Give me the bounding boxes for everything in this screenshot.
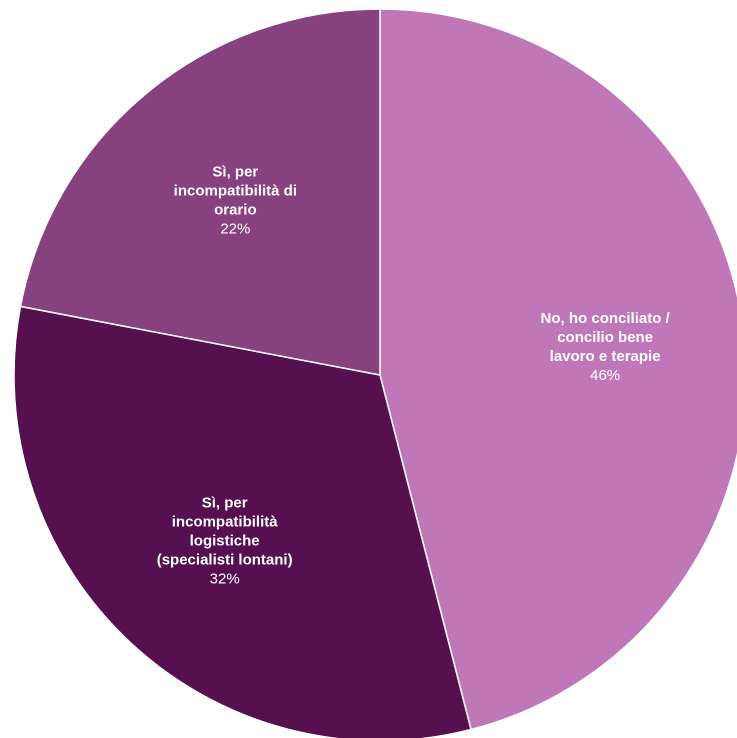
slice-value-label: 32%: [210, 570, 240, 587]
slice-name-line: logistiche: [190, 532, 260, 549]
slice-name-line: Sì, per: [212, 164, 258, 181]
slice-name-line: orario: [214, 202, 257, 219]
slice-value-label: 22%: [220, 221, 250, 238]
slice-name-line: No, ho conciliato /: [541, 310, 671, 327]
slice-name-line: Sì, per: [202, 494, 248, 511]
slice-name-line: incompatibilità di: [174, 183, 297, 200]
pie-labels: No, ho conciliato / concilio bene lavoro e…: [157, 164, 671, 588]
slice-name-line: lavoro e terapie: [550, 348, 661, 365]
pie-slices: [13, 8, 737, 738]
pie-slice-2: [19, 8, 381, 376]
slice-label-0: No, ho conciliato / concilio bene lavoro e…: [541, 310, 671, 384]
slice-name-line: (specialisti lontani): [157, 551, 293, 568]
slice-name-line: incompatibilità: [172, 513, 279, 530]
slice-value-label: 46%: [590, 367, 620, 384]
slice-label-2: Sì, per incompatibilità di orario 22%: [174, 164, 297, 238]
pie-slice-1: [13, 305, 472, 738]
pie-slice-0: [379, 8, 737, 731]
slice-label-1: Sì, per incompatibilità logistiche (special…: [157, 494, 293, 587]
slice-name-line: concilio bene: [557, 329, 653, 346]
